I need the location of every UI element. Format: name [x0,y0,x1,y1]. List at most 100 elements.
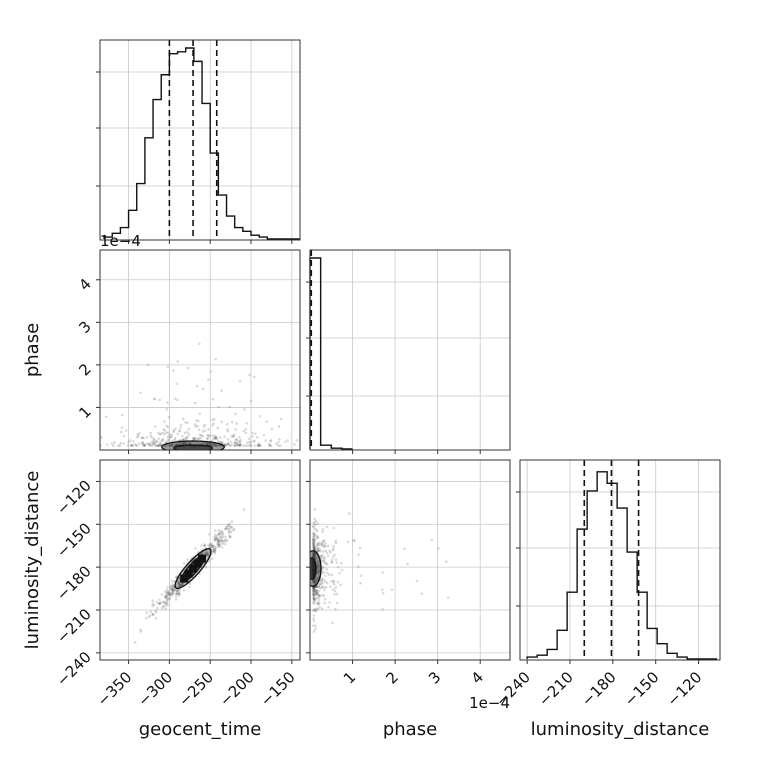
scatter-point [142,444,146,447]
axes-frame [519,459,721,661]
scatter-point [172,429,176,432]
scatter-point [129,444,133,447]
scatter-point [216,439,220,442]
scatter-point [415,579,419,583]
scatter-point [286,439,289,442]
scatter-point [314,624,317,628]
scatter-point [315,585,319,589]
scatter-point [153,440,157,444]
scatter-point [156,443,160,447]
scatter-point [317,594,321,598]
scatter-point [169,435,173,438]
scatter-point [165,591,169,595]
scatter-point [175,443,179,446]
scatter-point [161,438,165,442]
scatter-point [202,425,206,428]
scatter-point [207,543,210,546]
scatter-point [181,438,184,442]
scatter-point [312,525,315,528]
x-tick-label-geocent-time: −250 [175,668,217,710]
scatter-point [233,528,236,531]
scatter-point [226,524,230,528]
scatter-point [312,541,315,545]
histogram-step-geocent-time [103,47,300,240]
scatter-point [206,433,210,437]
scatter-point [216,444,219,447]
scatter-point [164,603,168,607]
scatter-point [203,423,207,427]
scatter-point [312,553,316,557]
scatter-point [229,530,233,534]
scatter-point [317,564,320,568]
scatter-point [277,438,281,441]
scatter-point [177,590,181,594]
scatter-point [176,580,180,584]
scatter-point [332,544,336,548]
scatter-point [166,365,170,369]
scatter-point [141,443,145,447]
scatter-point [154,444,158,447]
scatter-point [228,444,232,447]
scatter-point [151,443,155,446]
scatter-point [334,539,338,543]
scatter-point [213,538,217,541]
scatter-point [406,562,409,566]
scatter-point [313,547,317,551]
scatter-point [208,546,212,549]
scatter-point [168,597,171,601]
scatter-point [258,444,261,448]
scatter-point [314,556,317,559]
scatter-point [176,432,180,436]
scatter-point [312,553,315,556]
scatter-point [270,427,274,431]
scatter-point [209,442,213,446]
scatter-point [166,431,170,434]
scatter-point [58,440,61,443]
scatter-point [200,552,204,555]
scatter-point [322,539,326,542]
scatter-point [117,444,120,447]
scatter-point [168,436,172,440]
scatter-point [152,441,155,445]
scatter-point [331,588,335,591]
scatter-point [313,597,316,600]
scatter-point [160,593,164,596]
scatter-point [211,424,214,427]
y-axis-multiplier-phase: 1e−4 [100,232,141,250]
scatter-point [228,405,231,409]
scatter-point [230,526,234,529]
scatter-point [171,584,175,588]
scatter-point [155,444,159,447]
scatter-point [177,582,181,585]
scatter-point [159,432,163,435]
scatter-point [163,594,167,598]
scatter-point [318,594,322,598]
scatter-point [322,556,325,560]
scatter-point [313,517,316,521]
scatter-point [312,592,315,596]
scatter-point [181,583,184,586]
x-tick-label-luminosity-distance: −180 [578,668,620,710]
scatter-point [152,441,156,445]
x-axis-label-phase: phase [383,719,437,740]
scatter-point [321,554,325,557]
scatter-point [316,572,320,575]
scatter-point [312,608,316,612]
scatter-point [139,391,142,395]
scatter-point [312,586,316,590]
scatter-point [322,550,325,554]
scatter-points [312,508,450,633]
scatter-point [185,441,189,444]
scatter-point [277,444,280,447]
scatter-point [152,397,156,401]
scatter-point [312,592,315,596]
scatter-point [194,547,197,550]
scatter-point [204,550,208,554]
scatter-point [208,543,212,547]
scatter-point [316,566,320,570]
scatter-point [228,534,231,538]
scatter-point [320,586,324,589]
scatter-point [312,589,315,593]
scatter-point [312,532,315,536]
